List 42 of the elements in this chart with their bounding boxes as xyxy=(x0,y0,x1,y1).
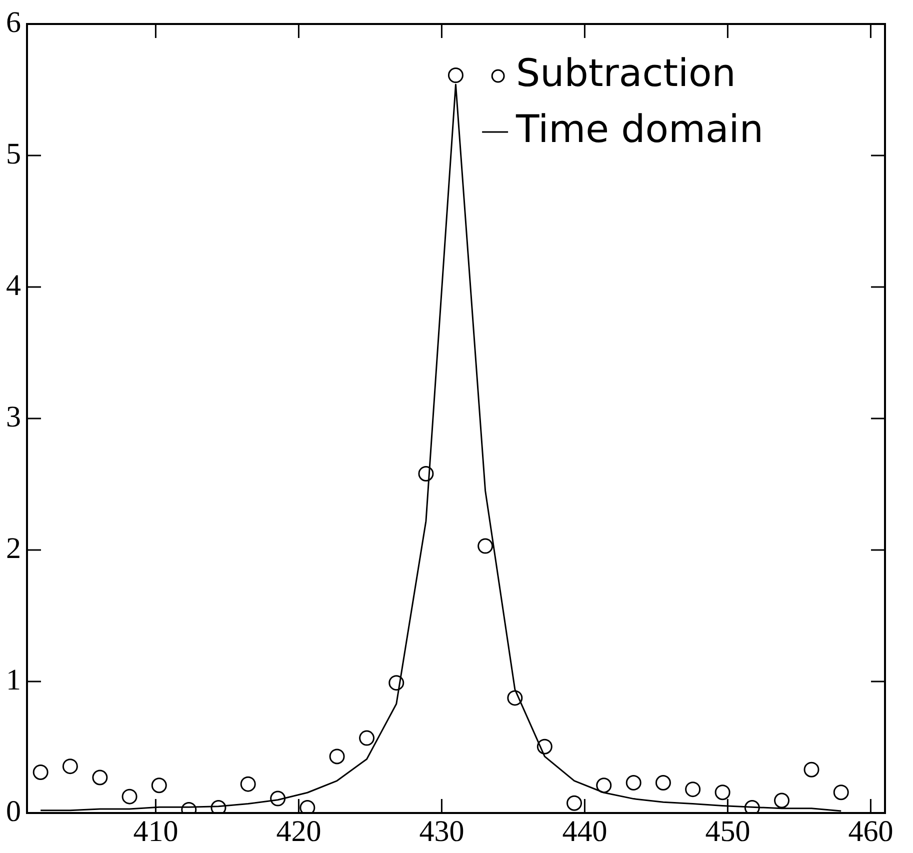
point xyxy=(359,730,375,746)
point xyxy=(744,800,760,813)
point xyxy=(478,538,494,554)
point xyxy=(626,775,642,791)
y-tick-label: 1 xyxy=(6,663,21,696)
point xyxy=(388,675,404,691)
point xyxy=(240,776,256,792)
point xyxy=(92,770,108,786)
point xyxy=(596,778,612,794)
point xyxy=(329,748,345,764)
y-tick-label: 0 xyxy=(6,794,21,828)
x-tick-label: 410 xyxy=(133,814,178,848)
y-tick-label: 2 xyxy=(6,532,21,565)
y-tick-label: 3 xyxy=(6,400,21,434)
point xyxy=(32,764,48,780)
point xyxy=(151,778,167,794)
legend-label: Time domain xyxy=(515,106,764,151)
x-tick-label: 430 xyxy=(419,814,464,848)
x-tick-label: 460 xyxy=(848,814,894,848)
point xyxy=(122,788,138,804)
point xyxy=(655,775,671,791)
point xyxy=(833,784,849,800)
point xyxy=(62,758,78,774)
point xyxy=(418,466,434,482)
point xyxy=(774,792,790,808)
point xyxy=(804,762,820,778)
point xyxy=(270,790,286,806)
x-tick-label: 450 xyxy=(705,814,750,848)
y-tick-label: 4 xyxy=(6,268,21,302)
x-tick-label: 420 xyxy=(276,814,322,848)
point xyxy=(210,800,226,813)
y-tick-label: 5 xyxy=(6,137,21,170)
point xyxy=(300,800,316,813)
legend-label: Subtraction xyxy=(516,50,736,95)
point xyxy=(536,738,552,754)
point xyxy=(507,690,523,706)
point xyxy=(685,782,701,798)
point xyxy=(566,795,582,811)
x-tick-label: 440 xyxy=(562,814,608,848)
y-tick-label: 6 xyxy=(6,6,21,39)
point xyxy=(714,784,730,800)
point xyxy=(448,68,464,84)
